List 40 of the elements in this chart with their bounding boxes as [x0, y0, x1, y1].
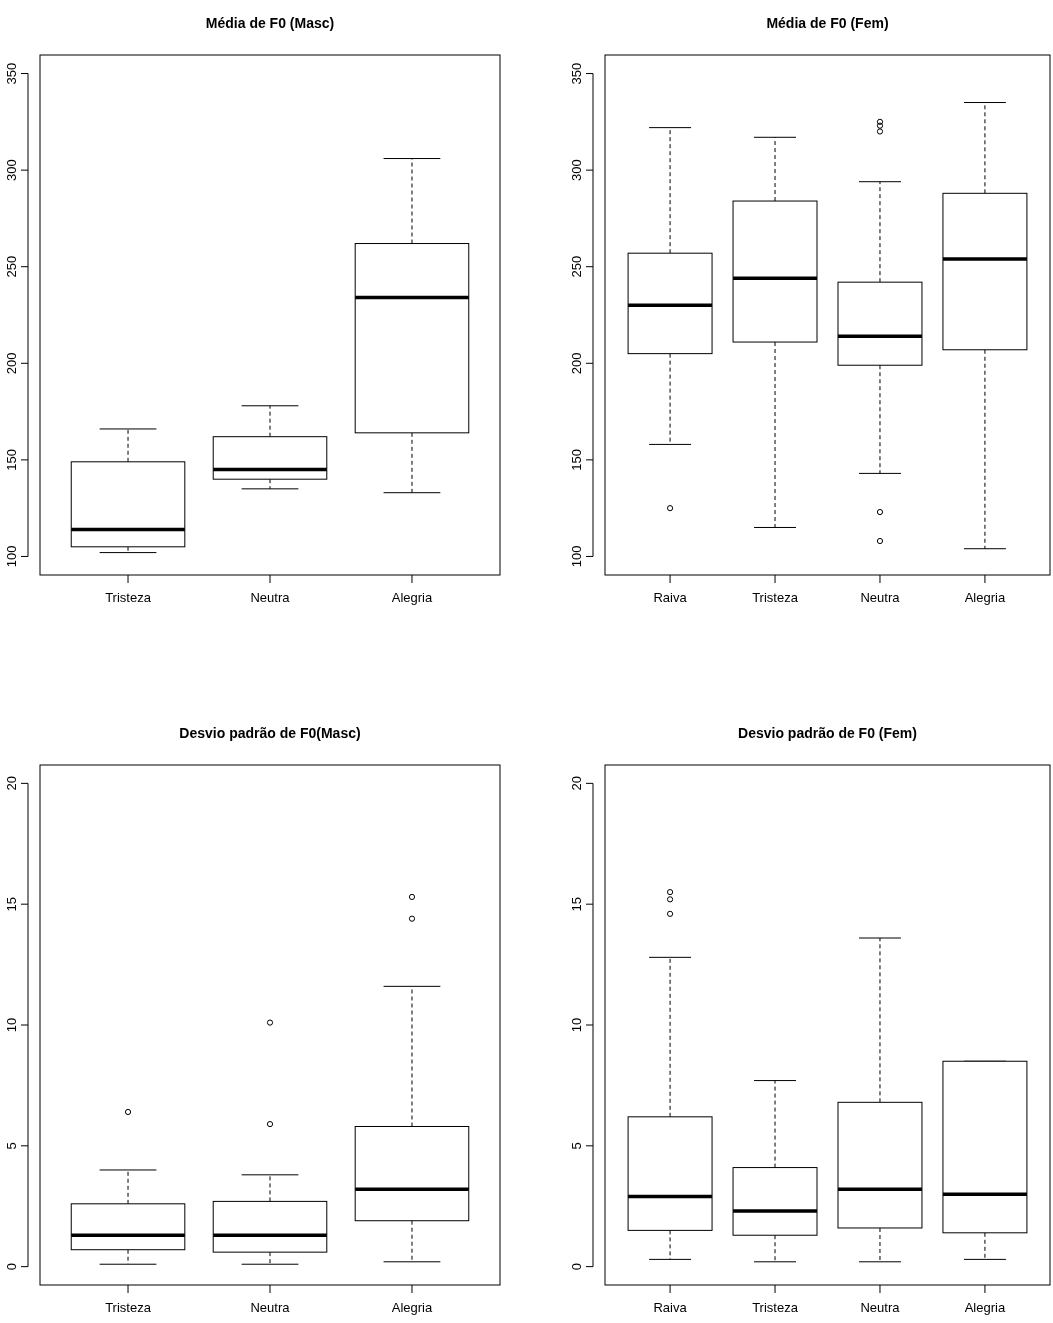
y-tick-label: 100	[4, 545, 19, 568]
y-tick-label: 20	[569, 776, 584, 791]
y-tick-label: 200	[4, 352, 19, 375]
y-tick-label: 350	[569, 62, 584, 85]
x-tick-label: Alegria	[964, 1300, 1006, 1315]
y-tick-label: 250	[569, 255, 584, 278]
x-tick-label: Alegria	[391, 590, 433, 605]
y-tick-label: 20	[4, 776, 19, 791]
x-tick-label: Neutra	[860, 1300, 901, 1315]
y-tick-label: 150	[569, 449, 584, 471]
y-tick-label: 200	[569, 352, 584, 375]
chart-title: Média de F0 (Fem)	[766, 15, 889, 31]
y-tick-label: 300	[4, 159, 19, 181]
y-tick-label: 0	[4, 1263, 19, 1271]
y-tick-label: 0	[569, 1263, 584, 1271]
x-tick-label: Neutra	[860, 590, 901, 605]
y-tick-label: 100	[569, 545, 584, 568]
x-tick-label: Tristeza	[105, 590, 152, 605]
x-tick-label: Alegria	[964, 590, 1006, 605]
y-tick-label: 250	[4, 255, 19, 278]
y-tick-label: 5	[569, 1142, 584, 1150]
y-tick-label: 300	[569, 159, 584, 181]
x-tick-label: Tristeza	[752, 590, 799, 605]
chart-title: Desvio padrão de F0 (Fem)	[738, 725, 917, 741]
y-tick-label: 15	[569, 896, 584, 912]
y-tick-label: 350	[4, 62, 19, 85]
chart-title: Média de F0 (Masc)	[205, 15, 335, 31]
x-tick-label: Raiva	[653, 1300, 688, 1315]
x-tick-label: Raiva	[653, 590, 688, 605]
y-tick-label: 15	[4, 896, 19, 912]
chart-title: Desvio padrão de F0(Masc)	[179, 725, 361, 741]
x-tick-label: Alegria	[391, 1300, 433, 1315]
x-tick-label: Tristeza	[752, 1300, 799, 1315]
x-tick-label: Tristeza	[105, 1300, 152, 1315]
y-tick-label: 5	[4, 1142, 19, 1150]
y-tick-label: 150	[4, 449, 19, 471]
x-tick-label: Neutra	[250, 590, 291, 605]
y-tick-label: 10	[4, 1017, 19, 1033]
x-tick-label: Neutra	[250, 1300, 291, 1315]
y-tick-label: 10	[569, 1017, 584, 1033]
